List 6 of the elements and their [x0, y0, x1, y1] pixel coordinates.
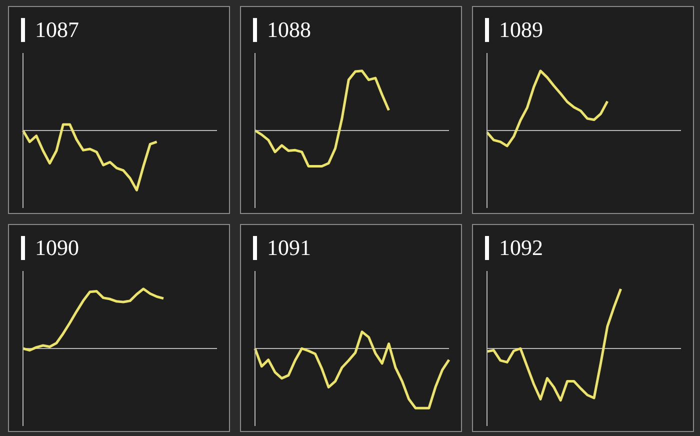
chart-title: 1088 [267, 17, 311, 43]
chart-title: 1087 [35, 17, 79, 43]
chart-title: 1092 [499, 235, 543, 261]
chart-title: 1089 [499, 17, 543, 43]
chart-title: 1091 [267, 235, 311, 261]
chart-title: 1090 [35, 235, 79, 261]
